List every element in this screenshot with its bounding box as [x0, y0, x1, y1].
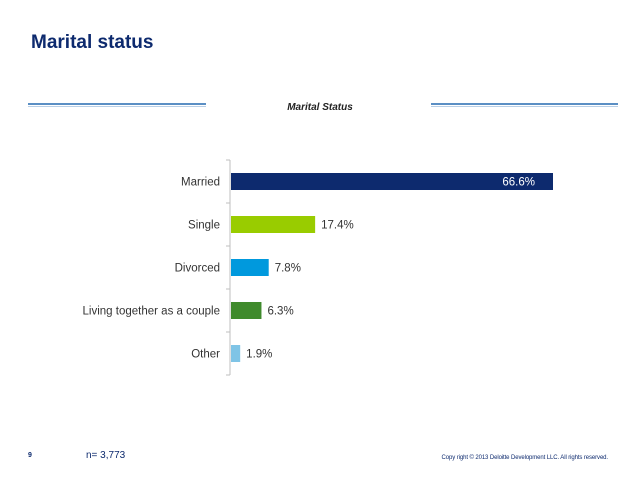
data-label: 1.9% [246, 349, 272, 361]
data-label: 66.6% [502, 177, 535, 189]
data-label: 7.8% [275, 263, 301, 275]
category-label: Other [191, 349, 220, 361]
category-label: Married [181, 177, 220, 189]
bar-single [231, 216, 316, 233]
sample-size-note: n= 3,773 [86, 450, 126, 461]
category-label: Living together as a couple [83, 306, 220, 318]
bar-other [231, 345, 241, 362]
copyright-notice: Copy right © 2013 Deloitte Development L… [441, 455, 609, 461]
chart-title: Marital Status [287, 102, 353, 113]
title-rule-left [28, 103, 206, 107]
bar-married [231, 173, 553, 190]
data-label: 17.4% [321, 220, 354, 232]
bar-living-together-as-a-couple [231, 302, 262, 319]
bar-divorced [231, 259, 269, 276]
data-label: 6.3% [267, 306, 293, 318]
page-number: 9 [28, 452, 32, 459]
title-rule-right [431, 103, 618, 107]
page-title: Marital status [31, 32, 154, 53]
category-label: Single [188, 220, 220, 232]
category-label: Divorced [175, 263, 220, 275]
